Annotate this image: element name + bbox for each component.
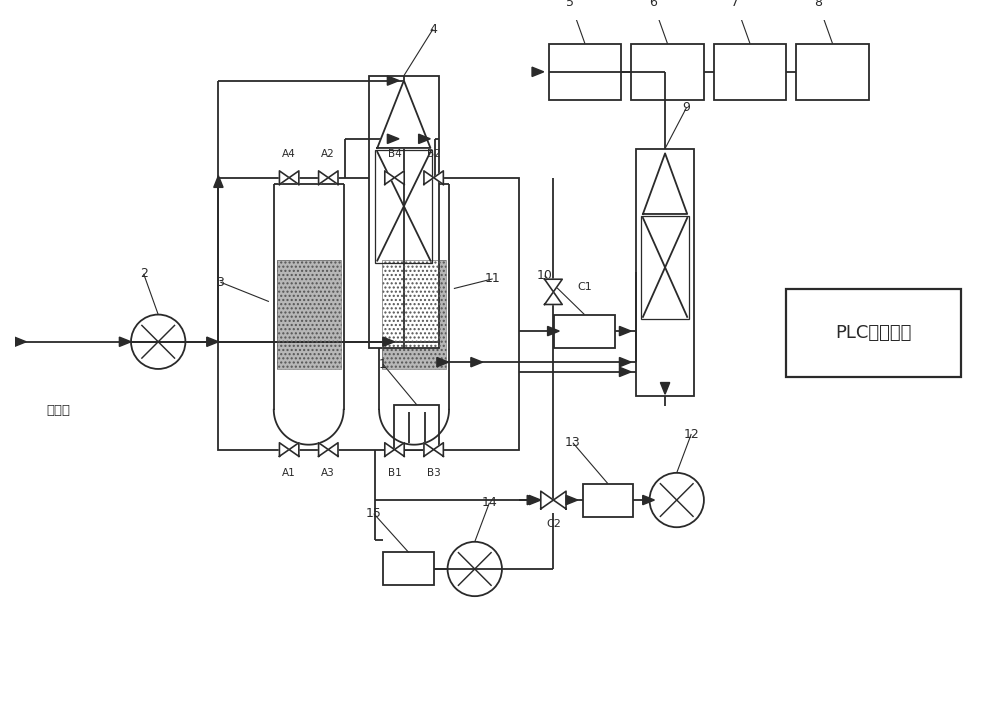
Bar	[631, 44, 704, 100]
Polygon shape	[319, 171, 328, 185]
Polygon shape	[319, 443, 328, 456]
Polygon shape	[548, 326, 559, 336]
Text: A1: A1	[282, 468, 296, 478]
Polygon shape	[279, 443, 289, 456]
Text: A4: A4	[282, 150, 296, 159]
Text: 废气源: 废气源	[46, 404, 70, 417]
Text: 15: 15	[366, 507, 382, 520]
Text: A2: A2	[321, 150, 335, 159]
Polygon shape	[328, 443, 338, 456]
Text: A3: A3	[321, 468, 335, 478]
Text: C2: C2	[546, 519, 561, 529]
Text: PLC控制系统: PLC控制系统	[836, 324, 912, 342]
Text: B3: B3	[427, 468, 441, 478]
Polygon shape	[434, 443, 443, 456]
Polygon shape	[394, 171, 404, 185]
Polygon shape	[383, 337, 394, 346]
Text: 7: 7	[731, 0, 739, 9]
Polygon shape	[545, 279, 562, 292]
Polygon shape	[387, 76, 399, 85]
Polygon shape	[289, 443, 299, 456]
Text: B1: B1	[388, 468, 401, 478]
Text: B2: B2	[427, 150, 441, 159]
Polygon shape	[424, 171, 434, 185]
Polygon shape	[385, 171, 394, 185]
Polygon shape	[328, 171, 338, 185]
Polygon shape	[394, 443, 404, 456]
Polygon shape	[619, 367, 631, 376]
Text: 11: 11	[485, 272, 501, 285]
Text: 1: 1	[379, 357, 387, 371]
Text: 4: 4	[429, 22, 437, 36]
Polygon shape	[377, 81, 430, 148]
Bar	[714, 44, 786, 100]
Text: 12: 12	[683, 428, 699, 440]
Polygon shape	[566, 496, 578, 505]
Bar	[554, 314, 615, 347]
Polygon shape	[619, 357, 631, 367]
Polygon shape	[660, 383, 670, 395]
Text: 6: 6	[649, 0, 657, 9]
Polygon shape	[553, 491, 566, 509]
Polygon shape	[643, 153, 687, 214]
Polygon shape	[289, 171, 299, 185]
Text: 13: 13	[565, 436, 581, 449]
Polygon shape	[419, 134, 430, 143]
Text: 8: 8	[814, 0, 822, 9]
Polygon shape	[207, 337, 218, 346]
Polygon shape	[13, 336, 26, 347]
Bar	[636, 149, 694, 396]
Text: C1: C1	[578, 282, 592, 292]
Polygon shape	[214, 176, 223, 187]
Text: 3: 3	[216, 276, 224, 289]
Polygon shape	[437, 357, 449, 367]
Polygon shape	[643, 496, 654, 505]
Bar	[641, 216, 689, 319]
Polygon shape	[424, 443, 434, 456]
Polygon shape	[527, 496, 539, 505]
Bar	[583, 484, 633, 517]
Text: 5: 5	[566, 0, 574, 9]
Bar	[218, 178, 519, 449]
Text: 14: 14	[481, 496, 497, 510]
Text: 9: 9	[682, 101, 690, 114]
Bar	[382, 260, 446, 369]
Polygon shape	[619, 326, 631, 336]
Bar	[382, 260, 446, 369]
Text: B4: B4	[388, 150, 401, 159]
Polygon shape	[545, 292, 562, 305]
Polygon shape	[541, 491, 553, 509]
Text: 10: 10	[537, 270, 553, 282]
Polygon shape	[387, 134, 399, 143]
Polygon shape	[119, 337, 131, 346]
Bar	[383, 552, 434, 585]
Polygon shape	[385, 443, 394, 456]
Polygon shape	[279, 171, 289, 185]
Polygon shape	[434, 171, 443, 185]
Bar	[796, 44, 869, 100]
Polygon shape	[529, 496, 541, 505]
Polygon shape	[471, 357, 483, 367]
Bar	[786, 289, 961, 377]
Bar	[549, 44, 621, 100]
Polygon shape	[532, 67, 544, 77]
Bar	[369, 76, 439, 347]
Bar	[277, 260, 341, 369]
Bar	[277, 260, 341, 369]
Text: 2: 2	[140, 267, 148, 280]
Bar	[394, 405, 439, 449]
Bar	[375, 150, 432, 263]
